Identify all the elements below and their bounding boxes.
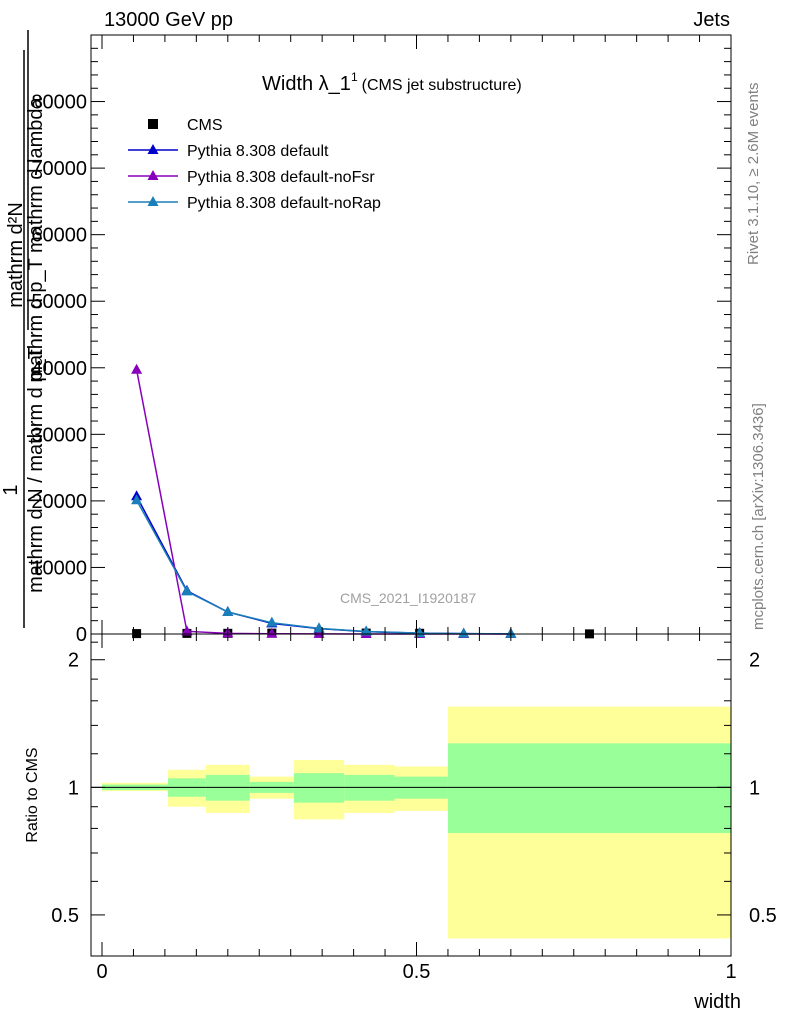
y-label-prefix: 1 xyxy=(0,484,22,495)
legend-triangle-marker xyxy=(147,144,159,154)
chart-title: Width λ_11 (CMS jet substructure) xyxy=(262,70,522,95)
series-default xyxy=(131,490,517,638)
y-label-numerator: mathrm d²N xyxy=(5,202,27,308)
ratio-tick-label: 0.5 xyxy=(51,905,79,927)
y-tick-label: 20000 xyxy=(31,491,87,513)
y-axis-label: mathrm d²N mathrm d p_T mathrm d lambda … xyxy=(0,30,47,628)
ratio-y-ticks: 0.5 0.5 1 1 2 2 xyxy=(51,641,777,957)
y-tick-label: 50000 xyxy=(31,291,87,313)
mc-data-point-noRap xyxy=(360,625,372,636)
legend-label: CMS xyxy=(187,117,223,134)
x-tick-label: 0.5 xyxy=(403,961,431,983)
legend-label: Pythia 8.308 default-noRap xyxy=(187,195,381,212)
main-panel: 0 10000 20000 30000 40000 50000 60000 70000 8000… xyxy=(0,30,732,646)
legend-label: Pythia 8.308 default-noFsr xyxy=(187,169,375,186)
ratio-bands-layer xyxy=(102,706,731,939)
ratio-tick-label: 2 xyxy=(68,650,79,672)
ratio-tick-label: 1 xyxy=(68,777,79,799)
legend-triangle-marker xyxy=(147,196,159,206)
ratio-x-ticks: 0 0.5 1 xyxy=(96,634,737,983)
mc-data-point-noRap xyxy=(266,616,278,627)
y-label-lambda: mathrm d p_T mathrm d lambda xyxy=(25,96,47,382)
mc-data-point-noRap xyxy=(458,627,470,638)
legend-triangle-marker xyxy=(147,170,159,180)
y-tick-label: 70000 xyxy=(31,158,87,180)
y-tick-label: 30000 xyxy=(31,424,87,446)
header-process-label: 13000 GeV pp xyxy=(104,9,233,31)
ratio-tick-label-right: 1 xyxy=(749,777,760,799)
y-tick-label: 40000 xyxy=(31,358,87,380)
analysis-watermark: CMS_2021_I1920187 xyxy=(340,590,476,606)
legend-item-noFsr: Pythia 8.308 default-noFsr xyxy=(128,169,375,186)
legend: CMS Pythia 8.308 default Pythia 8.308 defa… xyxy=(128,117,381,212)
x-axis-label: width xyxy=(693,991,741,1013)
ratio-band-inner xyxy=(447,743,731,834)
mc-data-point-noRap xyxy=(131,494,143,505)
ratio-band-inner xyxy=(293,773,345,803)
ratio-tick-label-right: 2 xyxy=(749,650,760,672)
legend-item-noRap: Pythia 8.308 default-noRap xyxy=(128,195,381,212)
x-tick-label: 1 xyxy=(725,961,736,983)
y-label-denominator: mathrm d N / mathrm d p_T xyxy=(25,347,47,593)
ratio-y-label: Ratio to CMS xyxy=(24,747,41,842)
legend-label: Pythia 8.308 default xyxy=(187,143,329,160)
x-tick-label: 0 xyxy=(96,961,107,983)
y-tick-label: 10000 xyxy=(31,557,87,579)
mc-data-point-noFsr xyxy=(131,363,143,374)
ratio-frame xyxy=(90,633,732,957)
mc-data-point-noRap xyxy=(222,606,234,617)
main-x-ticks xyxy=(101,35,732,634)
legend-item-default: Pythia 8.308 default xyxy=(128,143,329,160)
series-line-default xyxy=(135,495,511,635)
ratio-tick-label-right: 0.5 xyxy=(749,905,777,927)
mc-data-point-noFsr xyxy=(266,627,278,638)
ratio-panel: 0.5 0.51 12 2 0 0.5 1 Ratio to CMS width xyxy=(24,633,777,1013)
y-tick-label: 60000 xyxy=(31,225,87,247)
mc-data-point-noFsr xyxy=(181,625,193,636)
header-analysis-label: Jets xyxy=(693,9,730,31)
main-y-ticks: 0 10000 20000 30000 40000 50000 60000 70000 8000… xyxy=(31,47,731,646)
legend-item-cms: CMS xyxy=(148,117,223,134)
series-line-noRap xyxy=(135,499,511,635)
mc-data-point-noRap xyxy=(181,585,193,596)
legend-square-marker xyxy=(148,119,158,129)
y-tick-label: 80000 xyxy=(31,92,87,114)
y-tick-label: 0 xyxy=(76,624,87,646)
series-noRap xyxy=(131,494,517,638)
